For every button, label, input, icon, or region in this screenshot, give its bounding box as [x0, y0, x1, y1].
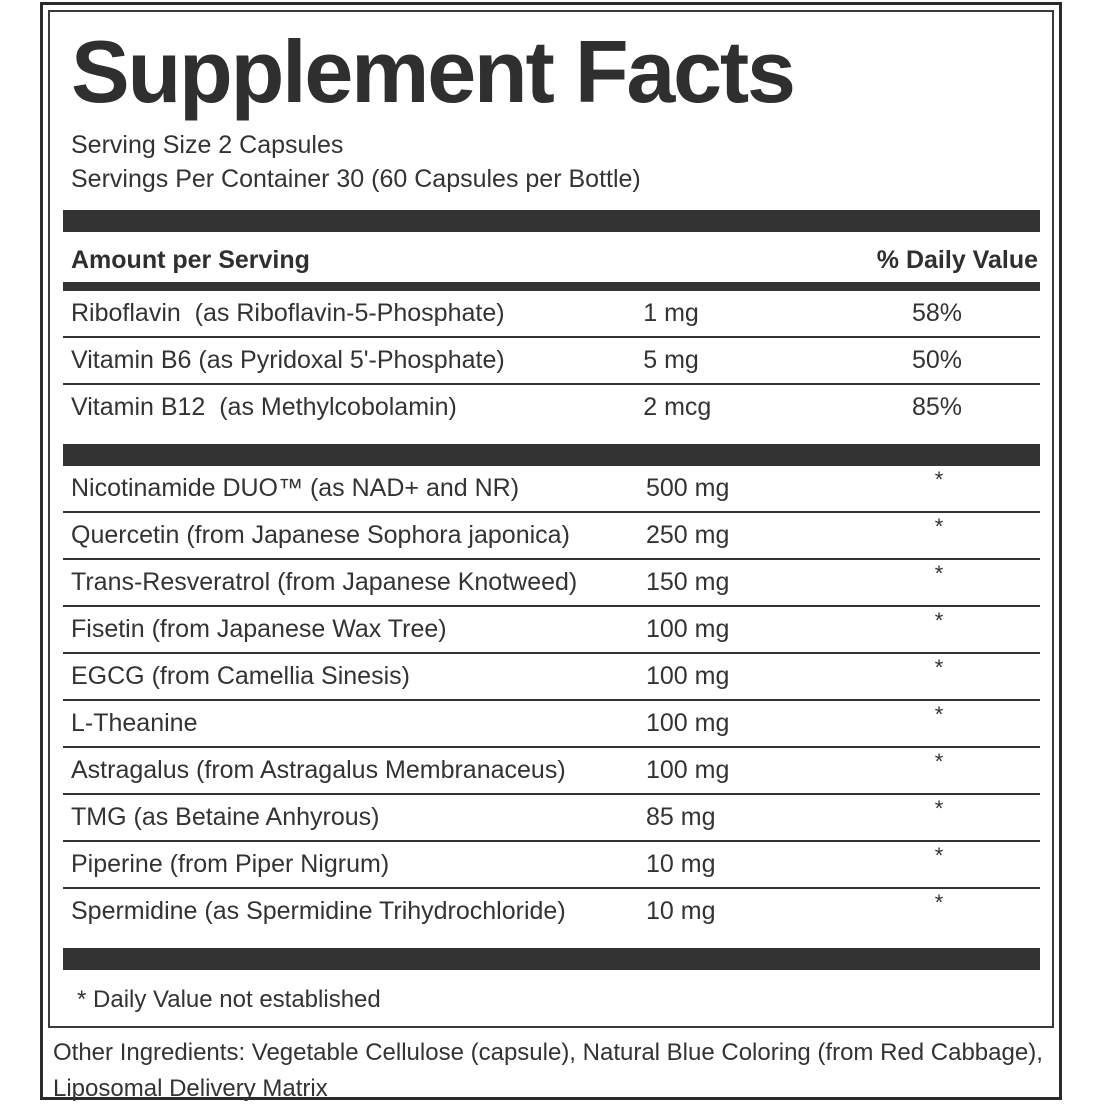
vitamin-rows-group: Riboflavin (as Riboflavin-5-Phosphate) 1 …: [63, 291, 1040, 430]
amount-per-serving-header: Amount per Serving: [71, 246, 310, 274]
nutrient-name: Spermidine (as Spermidine Trihydrochlori…: [71, 897, 566, 925]
row-separator: [63, 605, 1040, 607]
nutrient-amount: 85 mg: [646, 803, 716, 831]
nutrient-amount: 2 mcg: [643, 393, 712, 421]
other-ingredients-text: Other Ingredients: Vegetable Cellulose (…: [53, 1039, 1043, 1102]
row-separator: [63, 336, 1040, 338]
nutrient-row: TMG (as Betaine Anhyrous) 85 mg *: [63, 795, 1040, 840]
row-separator: [63, 793, 1040, 795]
nutrient-amount: 100 mg: [646, 756, 730, 784]
nutrient-row: Trans-Resveratrol (from Japanese Knotwee…: [63, 560, 1040, 605]
nutrient-daily-value: *: [934, 842, 944, 868]
section-divider-bar: [63, 444, 1040, 466]
nutrient-name: Riboflavin (as Riboflavin-5-Phosphate): [71, 299, 505, 327]
nutrient-row: Astragalus (from Astragalus Membranaceus…: [63, 748, 1040, 793]
nutrient-amount: 500 mg: [646, 474, 730, 502]
nutrient-amount: 10 mg: [646, 897, 716, 925]
daily-value-header: % Daily Value: [876, 246, 1038, 274]
row-separator: [63, 887, 1040, 889]
nutrient-row: EGCG (from Camellia Sinesis) 100 mg *: [63, 654, 1040, 699]
nutrient-name: Fisetin (from Japanese Wax Tree): [71, 615, 447, 643]
nutrient-daily-value: 85%: [911, 393, 962, 421]
row-separator: [63, 699, 1040, 701]
nutrient-name: EGCG (from Camellia Sinesis): [71, 662, 410, 690]
nutrient-name: Vitamin B12 (as Methylcobolamin): [71, 393, 457, 421]
nutrient-name: Nicotinamide DUO™ (as NAD+ and NR): [71, 474, 520, 502]
nutrient-row: Vitamin B12 (as Methylcobolamin) 2 mcg 85%: [63, 385, 1040, 430]
nutrient-daily-value: *: [934, 701, 944, 727]
nutrient-amount: 100 mg: [646, 709, 730, 737]
nutrient-daily-value: *: [934, 795, 944, 821]
ingredient-rows-group: Nicotinamide DUO™ (as NAD+ and NR) 500 mg…: [63, 466, 1040, 934]
nutrient-daily-value: *: [934, 607, 944, 633]
nutrient-name: Vitamin B6 (as Pyridoxal 5'-Phosphate): [71, 346, 505, 374]
nutrient-amount: 10 mg: [646, 850, 716, 878]
header-bar-bottom: [63, 282, 1040, 291]
nutrient-daily-value: *: [934, 748, 944, 774]
row-separator: [63, 652, 1040, 654]
supplement-facts-label: Supplement Facts Serving Size 2 Capsules…: [40, 2, 1062, 1102]
daily-value-footnote: * Daily Value not established: [77, 986, 381, 1013]
nutrient-row: Nicotinamide DUO™ (as NAD+ and NR) 500 mg…: [63, 466, 1040, 511]
row-separator: [63, 511, 1040, 513]
panel-title: Supplement Facts: [71, 22, 796, 121]
row-separator: [63, 840, 1040, 842]
nutrient-daily-value: 50%: [911, 346, 962, 374]
nutrient-amount: 150 mg: [646, 568, 730, 596]
nutrient-amount: 100 mg: [646, 662, 730, 690]
nutrient-daily-value: *: [934, 513, 944, 539]
nutrient-daily-value: *: [934, 889, 944, 915]
nutrient-row: L-Theanine 100 mg *: [63, 701, 1040, 746]
header-bar-top: [63, 210, 1040, 232]
nutrient-name: L-Theanine: [71, 709, 198, 737]
nutrient-daily-value: *: [934, 466, 944, 492]
supplement-facts-panel: Supplement Facts Serving Size 2 Capsules…: [48, 10, 1054, 1028]
nutrient-row: Piperine (from Piper Nigrum) 10 mg *: [63, 842, 1040, 887]
nutrient-row: Quercetin (from Japanese Sophora japonic…: [63, 513, 1040, 558]
nutrient-name: Astragalus (from Astragalus Membranaceus…: [71, 756, 566, 784]
nutrient-row: Spermidine (as Spermidine Trihydrochlori…: [63, 889, 1040, 934]
nutrient-row: Vitamin B6 (as Pyridoxal 5'-Phosphate) 5 …: [63, 338, 1040, 383]
nutrient-amount: 250 mg: [646, 521, 730, 549]
nutrient-row: Fisetin (from Japanese Wax Tree) 100 mg *: [63, 607, 1040, 652]
nutrient-name: TMG (as Betaine Anhyrous): [71, 803, 380, 831]
nutrient-amount: 5 mg: [643, 346, 699, 374]
row-separator: [63, 383, 1040, 385]
footer-bar: [63, 948, 1040, 970]
nutrient-name: Piperine (from Piper Nigrum): [71, 850, 390, 878]
servings-per-container-line: Servings Per Container 30 (60 Capsules p…: [71, 165, 641, 193]
nutrient-name: Trans-Resveratrol (from Japanese Knotwee…: [71, 568, 578, 596]
nutrient-name: Quercetin (from Japanese Sophora japonic…: [71, 521, 570, 549]
column-header-row: Amount per Serving % Daily Value: [63, 232, 1040, 275]
row-separator: [63, 746, 1040, 748]
nutrient-daily-value: *: [934, 560, 944, 586]
nutrient-daily-value: 58%: [911, 299, 962, 327]
serving-size-line: Serving Size 2 Capsules: [71, 131, 344, 159]
nutrient-amount: 100 mg: [646, 615, 730, 643]
nutrient-amount: 1 mg: [643, 299, 699, 327]
nutrient-daily-value: *: [934, 654, 944, 680]
nutrient-row: Riboflavin (as Riboflavin-5-Phosphate) 1 …: [63, 291, 1040, 336]
row-separator: [63, 558, 1040, 560]
